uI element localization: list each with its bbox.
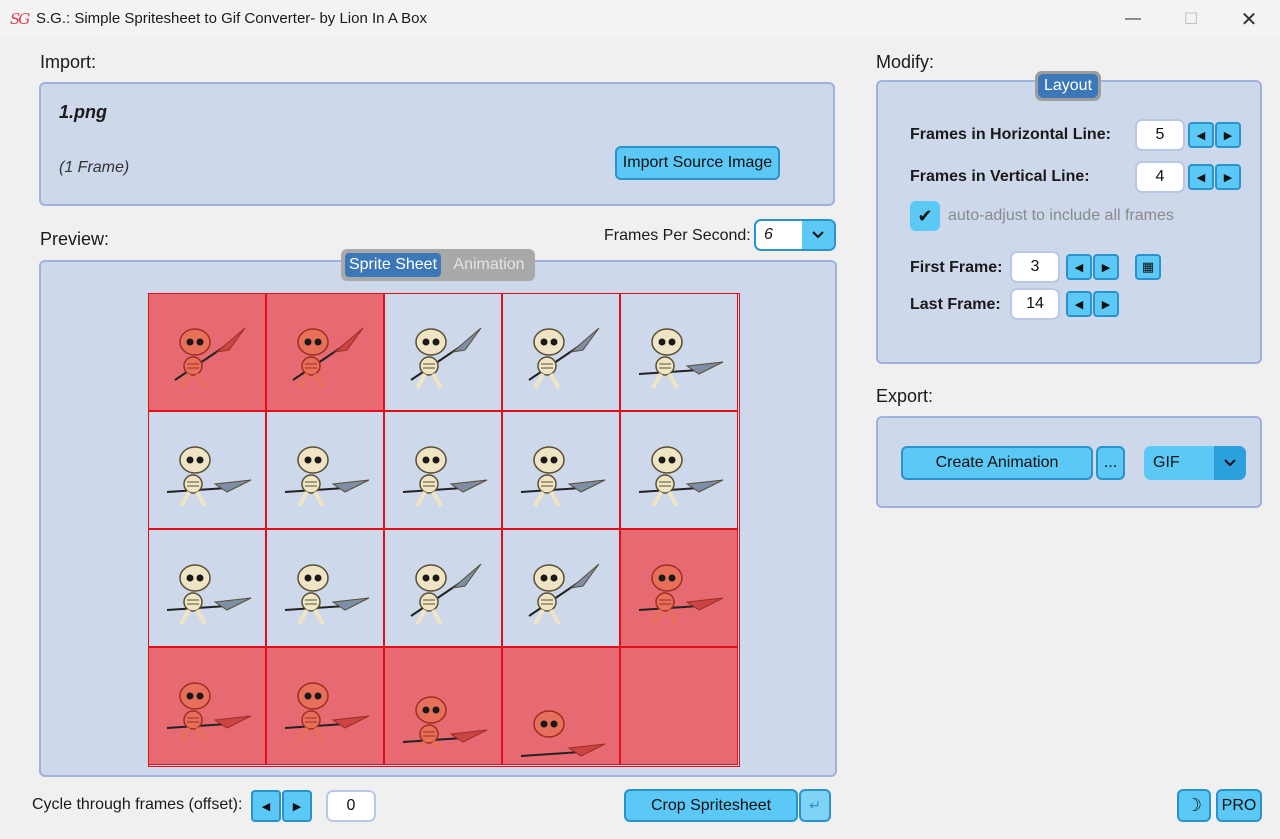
app-logo: SG	[10, 10, 30, 28]
chevron-down-icon[interactable]	[1214, 446, 1246, 480]
crop-spritesheet-button[interactable]: Crop Spritesheet	[624, 789, 798, 822]
skeleton-sprite	[174, 327, 246, 389]
tab-layout[interactable]: Layout	[1038, 74, 1098, 98]
import-source-image-button[interactable]: Import Source Image	[615, 146, 780, 180]
format-value: GIF	[1153, 454, 1180, 471]
sprite-frame-cell[interactable]	[148, 647, 266, 765]
skeleton-sprite	[284, 564, 370, 625]
sprite-frame-cell[interactable]	[384, 529, 502, 647]
first-frame-increment[interactable]: ▶	[1093, 254, 1119, 280]
sprite-frame-cell[interactable]	[384, 293, 502, 411]
last-frame-decrement[interactable]: ◀	[1066, 291, 1092, 317]
skeleton-sprite	[166, 446, 252, 507]
auto-adjust-checkbox[interactable]: ✔	[910, 201, 940, 231]
vertical-frames-increment[interactable]: ▶	[1215, 164, 1241, 190]
last-frame-label: Last Frame:	[910, 296, 1001, 313]
sprite-frame-cell[interactable]	[266, 647, 384, 765]
first-frame-decrement[interactable]: ◀	[1066, 254, 1092, 280]
pro-button[interactable]: PRO	[1216, 789, 1262, 822]
vertical-frames-field[interactable]: 4	[1135, 161, 1185, 193]
first-frame-label: First Frame:	[910, 259, 1003, 276]
fps-value: 6	[764, 226, 773, 243]
fps-label: Frames Per Second:	[604, 227, 751, 244]
tab-animation[interactable]: Animation	[453, 256, 525, 273]
moon-icon[interactable]: ☽	[1177, 789, 1211, 822]
skeleton-sprite	[410, 327, 482, 389]
vertical-frames-label: Frames in Vertical Line:	[910, 168, 1090, 185]
skeleton-sprite	[638, 328, 724, 389]
horizontal-frames-decrement[interactable]: ◀	[1188, 122, 1214, 148]
enter-icon[interactable]: ↵	[799, 789, 831, 822]
chevron-down-icon[interactable]	[802, 221, 834, 249]
skeleton-sprite	[638, 446, 724, 507]
sprite-frame-cell[interactable]	[266, 529, 384, 647]
sprite-frame-cell[interactable]	[502, 529, 620, 647]
sprite-frame-cell[interactable]	[502, 411, 620, 529]
skeleton-sprite	[528, 563, 600, 625]
fps-dropdown[interactable]: 6	[754, 219, 836, 251]
skeleton-sprite	[520, 446, 606, 507]
source-filename: 1.png	[59, 102, 107, 122]
skeleton-sprite	[528, 327, 600, 389]
cycle-next-button[interactable]: ▶	[282, 790, 312, 822]
maximize-button[interactable]: ☐	[1183, 11, 1199, 28]
sprite-frame-cell[interactable]	[266, 411, 384, 529]
cycle-offset-field[interactable]: 0	[326, 790, 376, 822]
auto-adjust-label: auto-adjust to include all frames	[948, 207, 1174, 224]
preview-mode-toggle: Sprite Sheet Animation	[341, 249, 535, 281]
import-label: Import:	[40, 52, 97, 72]
cycle-prev-button[interactable]: ◀	[251, 790, 281, 822]
sprite-frame-cell[interactable]	[620, 529, 738, 647]
last-frame-increment[interactable]: ▶	[1093, 291, 1119, 317]
modify-label: Modify:	[876, 52, 935, 72]
grid-select-icon[interactable]: ▦	[1135, 254, 1161, 280]
horizontal-frames-label: Frames in Horizontal Line:	[910, 126, 1111, 143]
sprite-frame-cell[interactable]	[148, 293, 266, 411]
format-dropdown[interactable]: GIF	[1144, 446, 1246, 480]
skeleton-sprite	[284, 682, 370, 743]
sprite-frame-cell[interactable]	[384, 647, 502, 765]
sprite-frame-cell[interactable]	[148, 411, 266, 529]
vertical-frames-decrement[interactable]: ◀	[1188, 164, 1214, 190]
import-panel: 1.png (1 Frame) Import Source Image	[39, 82, 835, 206]
last-frame-field[interactable]: 14	[1010, 288, 1060, 320]
create-animation-button[interactable]: Create Animation	[901, 446, 1093, 480]
skeleton-sprite	[621, 648, 738, 765]
skeleton-sprite	[166, 564, 252, 625]
skeleton-sprite	[520, 710, 606, 757]
first-frame-field[interactable]: 3	[1010, 251, 1060, 283]
layout-tab-frame: Layout	[1035, 71, 1101, 101]
sprite-frame-cell[interactable]	[148, 529, 266, 647]
more-options-button[interactable]: ...	[1096, 446, 1125, 480]
horizontal-frames-increment[interactable]: ▶	[1215, 122, 1241, 148]
sprite-frame-cell[interactable]	[502, 647, 620, 765]
skeleton-sprite	[410, 563, 482, 625]
tab-sprite-sheet[interactable]: Sprite Sheet	[345, 253, 441, 277]
window-title: S.G.: Simple Spritesheet to Gif Converte…	[36, 10, 428, 27]
skeleton-sprite	[402, 696, 488, 751]
sprite-frame-cell[interactable]	[620, 647, 738, 765]
skeleton-sprite	[284, 446, 370, 507]
sprite-frame-cell[interactable]	[620, 293, 738, 411]
horizontal-frames-field[interactable]: 5	[1135, 119, 1185, 151]
frame-count: (1 Frame)	[59, 159, 130, 176]
sprite-sheet-grid[interactable]	[148, 293, 740, 767]
sprite-frame-cell[interactable]	[384, 411, 502, 529]
export-label: Export:	[876, 386, 934, 406]
skeleton-sprite	[402, 446, 488, 507]
close-button[interactable]: ✕	[1240, 8, 1258, 31]
minimize-button[interactable]: —	[1125, 10, 1141, 27]
sprite-frame-cell[interactable]	[620, 411, 738, 529]
skeleton-sprite	[638, 564, 724, 625]
title-bar: SG S.G.: Simple Spritesheet to Gif Conve…	[0, 0, 1280, 38]
cycle-label: Cycle through frames (offset):	[32, 796, 243, 813]
sprite-frame-cell[interactable]	[266, 293, 384, 411]
sprite-frame-cell[interactable]	[502, 293, 620, 411]
skeleton-sprite	[292, 327, 364, 389]
skeleton-sprite	[166, 682, 252, 743]
preview-label: Preview:	[40, 229, 110, 249]
